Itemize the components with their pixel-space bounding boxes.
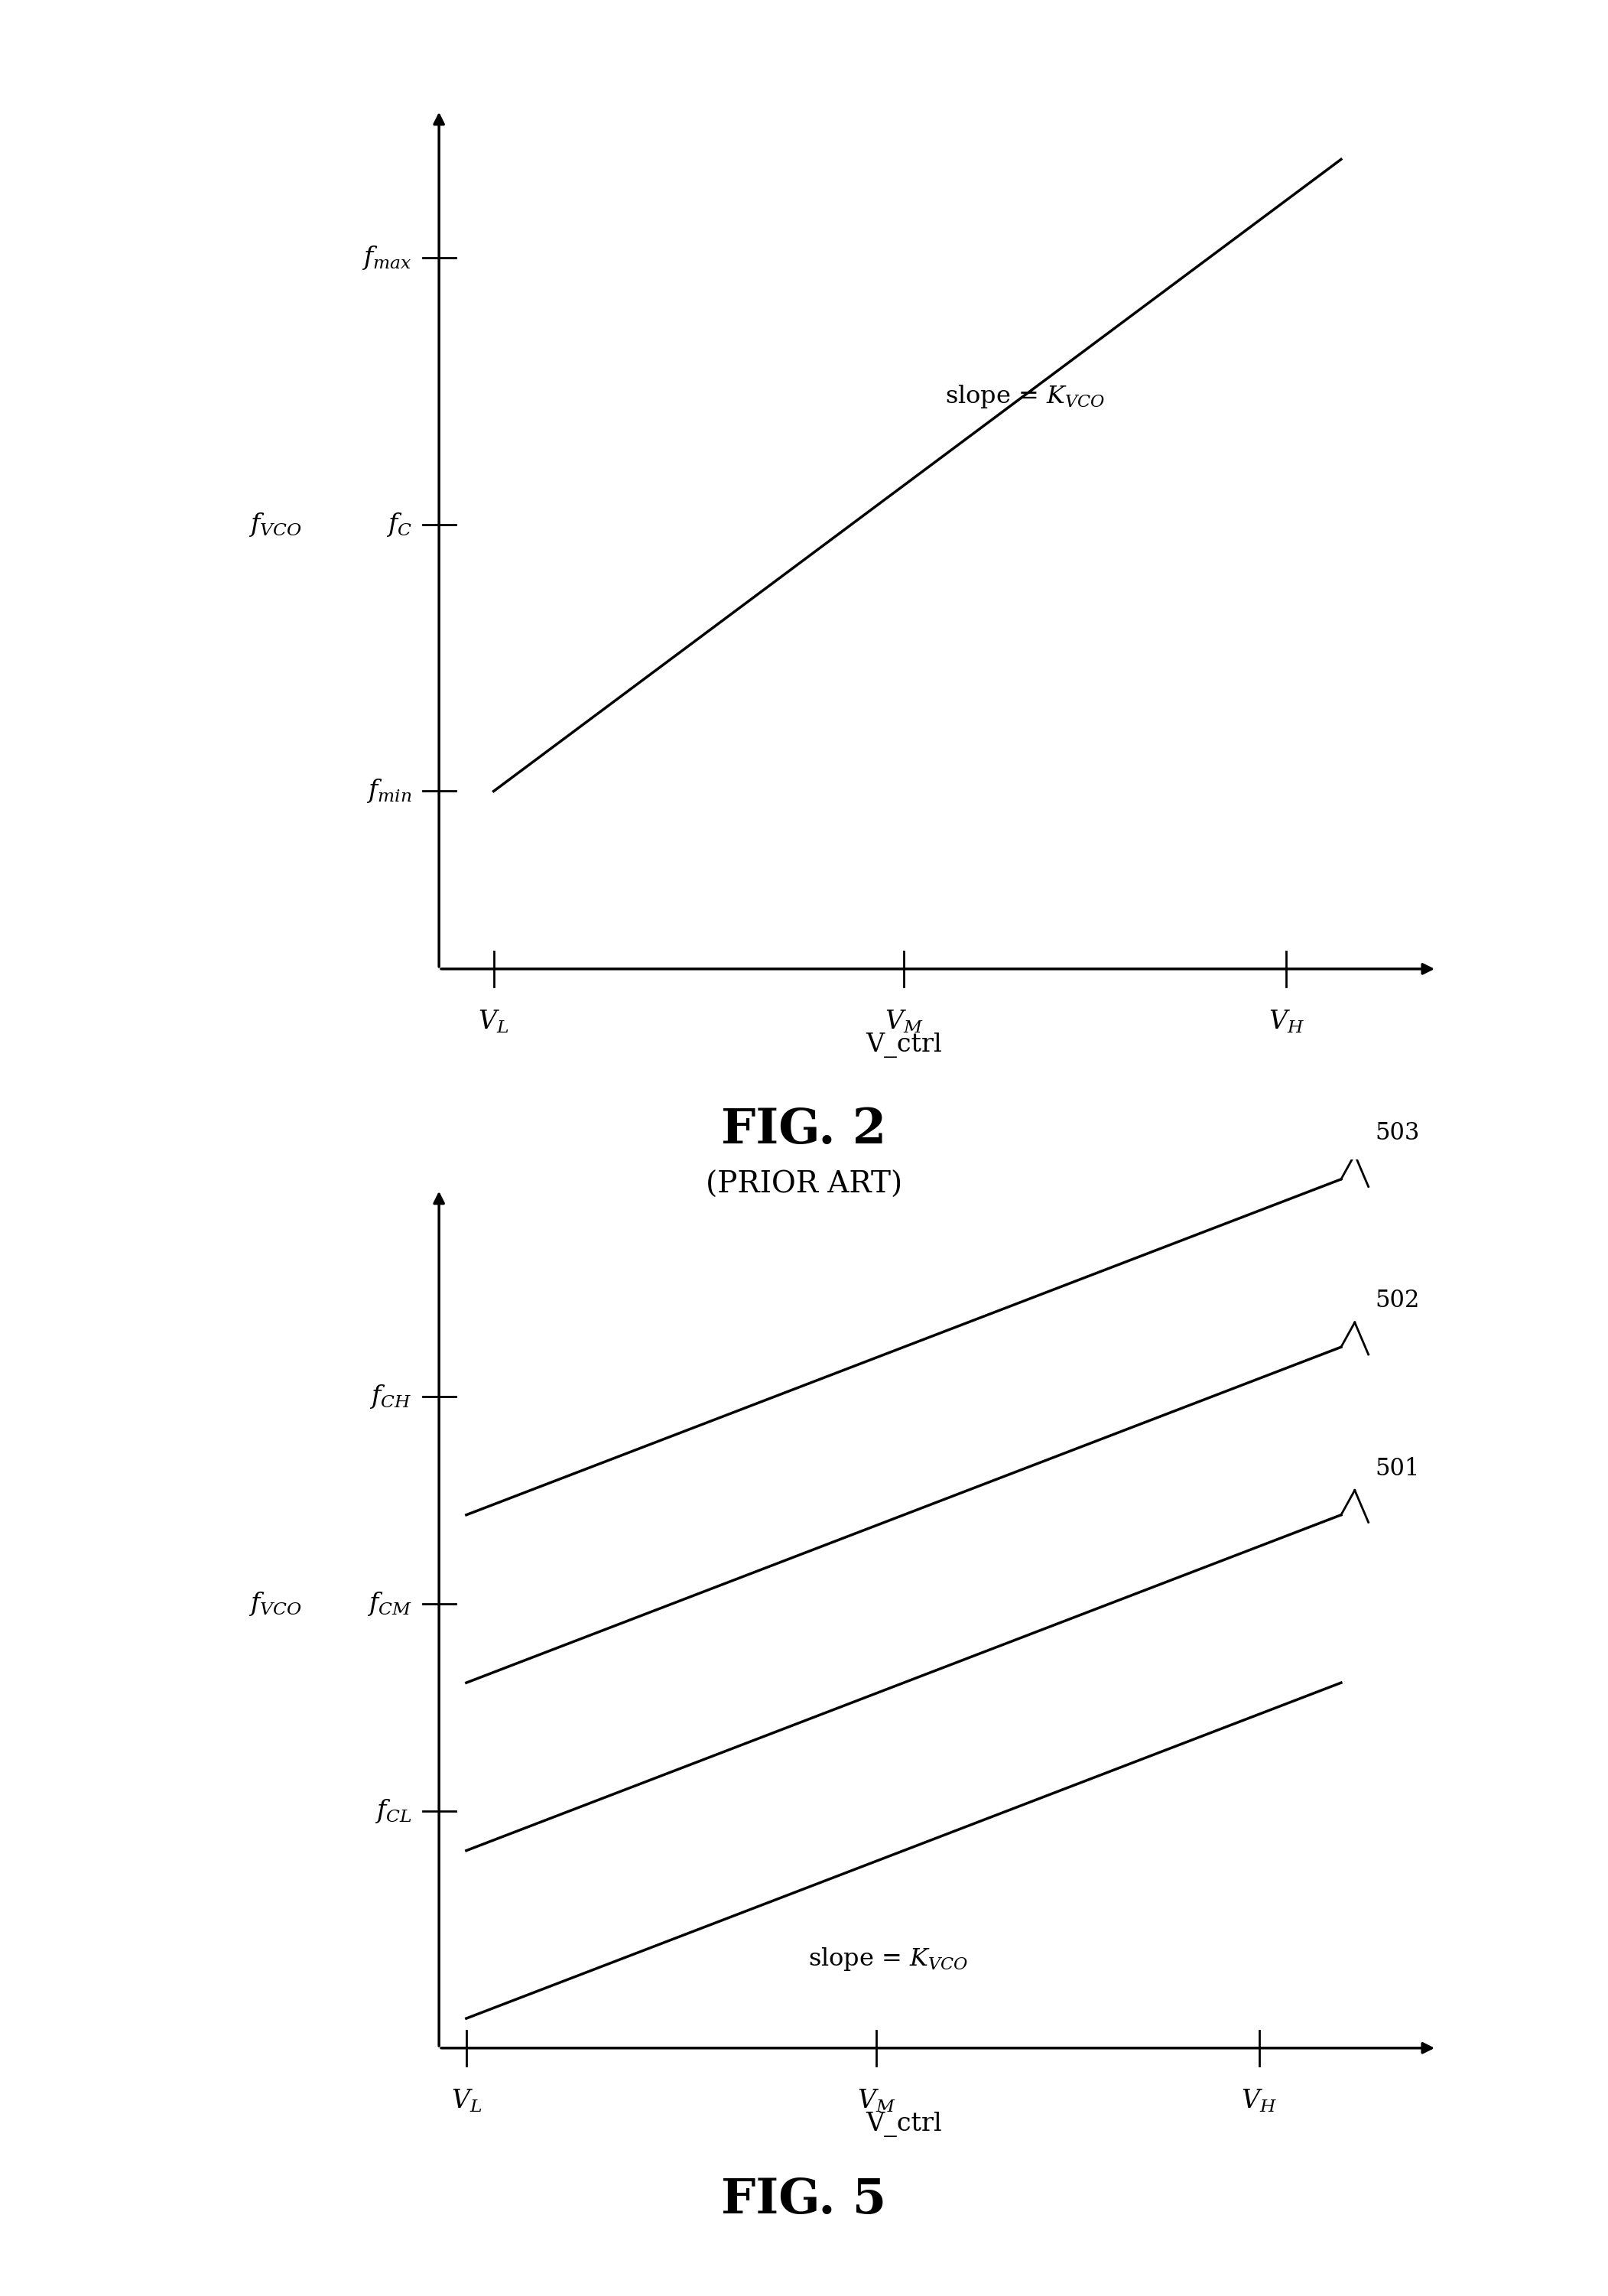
Text: slope = $K_{VCO}$: slope = $K_{VCO}$ bbox=[946, 383, 1105, 409]
Text: $V_M$: $V_M$ bbox=[884, 1008, 923, 1035]
Text: FIG. 5: FIG. 5 bbox=[722, 2177, 886, 2223]
Text: $f_{max}$: $f_{max}$ bbox=[362, 243, 412, 271]
Text: $V_L$: $V_L$ bbox=[478, 1008, 510, 1035]
Text: (PRIOR ART): (PRIOR ART) bbox=[706, 1171, 902, 1199]
Text: $f_{CH}$: $f_{CH}$ bbox=[370, 1382, 412, 1410]
Text: V_ctrl: V_ctrl bbox=[865, 1033, 942, 1058]
Text: $V_M$: $V_M$ bbox=[857, 2087, 896, 2115]
Text: $V_H$: $V_H$ bbox=[1269, 1008, 1304, 1035]
Text: 503: 503 bbox=[1375, 1120, 1420, 1146]
Text: FIG. 2: FIG. 2 bbox=[722, 1107, 886, 1153]
Text: $f_{VCO}$: $f_{VCO}$ bbox=[248, 1591, 302, 1616]
Text: $f_{VCO}$: $f_{VCO}$ bbox=[248, 512, 302, 537]
Text: 502: 502 bbox=[1375, 1288, 1420, 1313]
Text: $f_{CM}$: $f_{CM}$ bbox=[367, 1591, 412, 1616]
Text: $V_L$: $V_L$ bbox=[450, 2087, 482, 2115]
Text: $f_C$: $f_C$ bbox=[386, 512, 412, 537]
Text: $f_{CL}$: $f_{CL}$ bbox=[375, 1798, 412, 1825]
Text: V_ctrl: V_ctrl bbox=[865, 2112, 942, 2138]
Text: $V_H$: $V_H$ bbox=[1241, 2087, 1277, 2115]
Text: $f_{min}$: $f_{min}$ bbox=[367, 778, 412, 806]
Text: slope = $K_{VCO}$: slope = $K_{VCO}$ bbox=[807, 1945, 968, 1972]
Text: 501: 501 bbox=[1375, 1456, 1420, 1481]
